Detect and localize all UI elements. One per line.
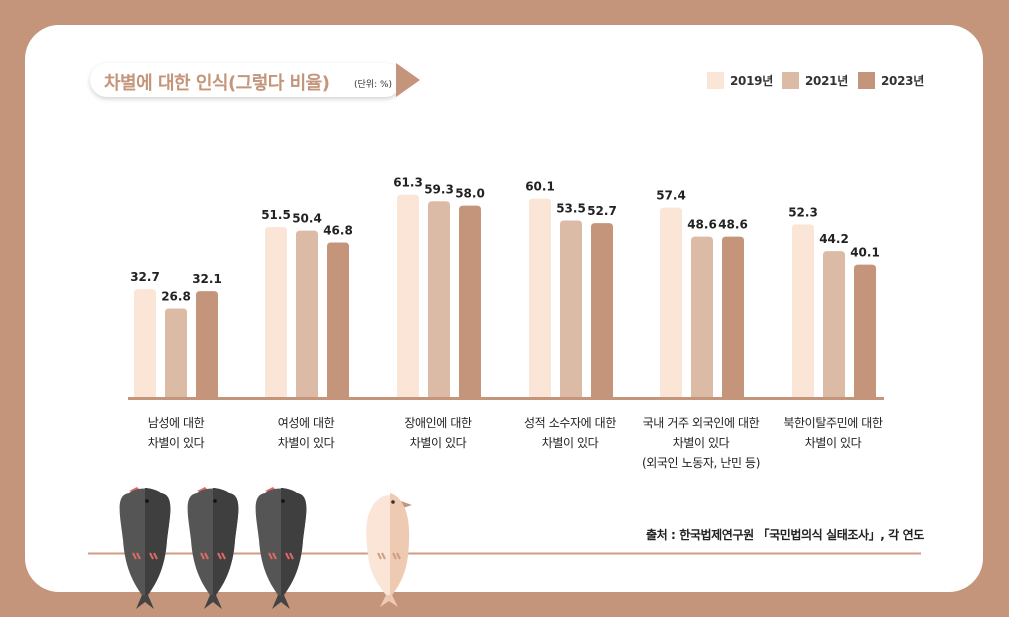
bar-2021-cat1 <box>165 308 187 397</box>
category-label-women: 여성에 대한 차별이 있다 <box>231 413 381 453</box>
bar-2019-cat6 <box>792 224 814 397</box>
value-label-2019-cat4: 60.1 <box>525 180 555 194</box>
category-line: 성적 소수자에 대한 <box>524 416 616 430</box>
category-line: 국내 거주 외국인에 대한 <box>642 416 760 430</box>
dark-bird-icon <box>254 486 308 610</box>
bar-2021-cat4 <box>560 220 582 397</box>
legend-swatch-2019 <box>707 71 724 89</box>
legend-label-2019: 2019년 <box>730 73 773 88</box>
value-label-2023-cat6: 40.1 <box>850 246 880 260</box>
value-label-2021-cat6: 44.2 <box>819 232 849 246</box>
legend-item-2023: 2023년 <box>858 71 924 89</box>
bar-2019-cat3 <box>397 194 419 397</box>
bar-2019-cat2 <box>265 227 287 397</box>
category-line: 차별이 있다 <box>672 436 730 450</box>
legend-item-2021: 2021년 <box>782 71 848 89</box>
value-label-2023-cat2: 46.8 <box>323 224 353 238</box>
value-label-2019-cat3: 61.3 <box>393 176 423 190</box>
source-note: 출처 : 한국법제연구원 「국민법의식 실태조사」, 각 연도 <box>646 528 924 542</box>
legend-swatch-2023 <box>858 71 875 89</box>
category-label-men: 남성에 대한 차별이 있다 <box>101 413 251 453</box>
bar-2021-cat2 <box>296 230 318 397</box>
category-label-disabled: 장애인에 대한 차별이 있다 <box>363 413 513 453</box>
title-arrow <box>396 63 420 97</box>
category-line: 여성에 대한 <box>277 416 335 430</box>
category-line: 차별이 있다 <box>541 436 599 450</box>
category-label-foreigners: 국내 거주 외국인에 대한 차별이 있다 (외국인 노동자, 난민 등) <box>626 413 776 473</box>
value-label-2023-cat4: 52.7 <box>587 204 617 218</box>
category-line: 차별이 있다 <box>804 436 862 450</box>
value-label-2021-cat1: 26.8 <box>161 290 191 304</box>
value-label-2019-cat2: 51.5 <box>261 208 291 222</box>
value-label-2019-cat6: 52.3 <box>788 205 818 219</box>
value-label-2021-cat3: 59.3 <box>424 182 454 196</box>
category-line: (외국인 노동자, 난민 등) <box>642 456 760 470</box>
bar-2019-cat4 <box>529 198 551 397</box>
bar-2023-cat6 <box>854 264 876 397</box>
dark-bird-icon <box>118 486 172 610</box>
bar-2023-cat1 <box>196 291 218 397</box>
category-line: 차별이 있다 <box>409 436 467 450</box>
dark-bird-icon <box>186 486 240 610</box>
value-label-2021-cat2: 50.4 <box>292 212 322 226</box>
unit-label: (단위: %) <box>354 80 393 90</box>
category-label-defectors: 북한이탈주민에 대한 차별이 있다 <box>758 413 908 453</box>
value-label-2023-cat5: 48.6 <box>718 218 748 232</box>
value-label-2023-cat1: 32.1 <box>192 272 222 286</box>
bar-2021-cat3 <box>428 201 450 397</box>
bar-2021-cat6 <box>823 251 845 397</box>
chart-title: 차별에 대한 인식(그렇다 비율) <box>104 73 330 94</box>
bar-2023-cat3 <box>459 205 481 397</box>
category-line: 북한이탈주민에 대한 <box>783 416 883 430</box>
legend-label-2023: 2023년 <box>881 73 924 88</box>
bar-2023-cat5 <box>722 236 744 397</box>
category-label-sexual-minority: 성적 소수자에 대한 차별이 있다 <box>495 413 645 453</box>
value-label-2023-cat3: 58.0 <box>455 187 485 201</box>
title-pill <box>90 63 402 97</box>
category-line: 차별이 있다 <box>147 436 205 450</box>
bar-2019-cat5 <box>660 207 682 397</box>
category-line: 남성에 대한 <box>147 416 205 430</box>
bar-2023-cat4 <box>591 223 613 397</box>
category-line: 장애인에 대한 <box>404 416 472 430</box>
legend-label-2021: 2021년 <box>805 73 848 88</box>
value-label-2021-cat4: 53.5 <box>556 201 586 215</box>
value-label-2019-cat1: 32.7 <box>130 270 160 284</box>
legend-swatch-2021 <box>782 71 799 89</box>
bar-2023-cat2 <box>327 242 349 397</box>
category-line: 차별이 있다 <box>277 436 335 450</box>
bar-2021-cat5 <box>691 236 713 397</box>
legend-item-2019: 2019년 <box>707 71 773 89</box>
bar-2019-cat1 <box>134 289 156 397</box>
value-label-2021-cat5: 48.6 <box>687 218 717 232</box>
value-label-2019-cat5: 57.4 <box>656 189 686 203</box>
light-bird-icon <box>366 493 412 607</box>
